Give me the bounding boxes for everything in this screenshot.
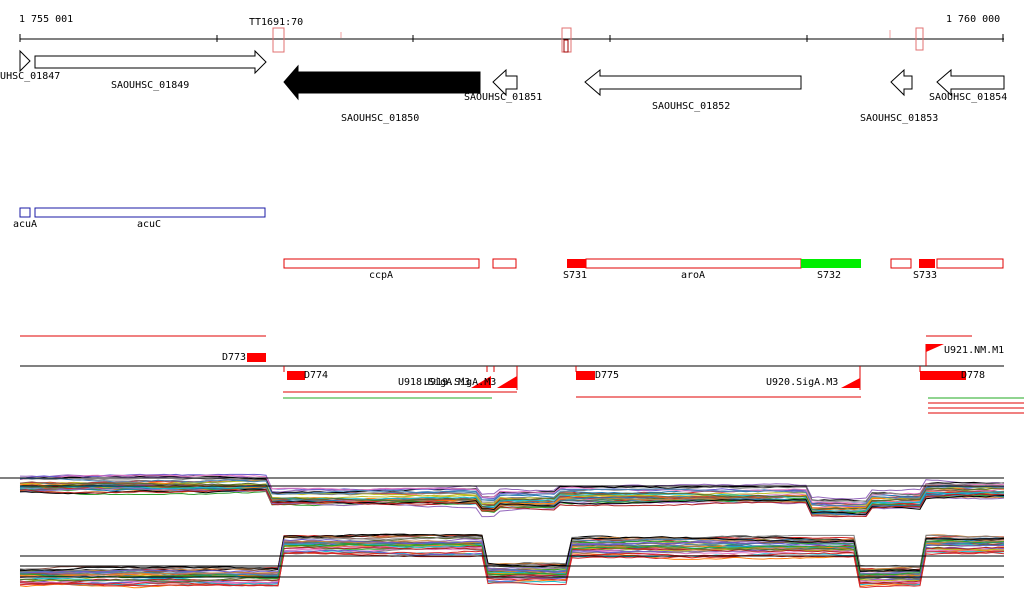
profile-line-lower bbox=[19, 538, 1005, 576]
profile-line-upper bbox=[19, 477, 1005, 503]
annotation-label: acuC bbox=[137, 219, 162, 230]
annotation-label: aroA bbox=[681, 270, 706, 281]
transcript-label: U921.NM.M1 bbox=[944, 345, 1005, 356]
transcript-label: D775 bbox=[595, 370, 620, 381]
transcript-label: U920.SigA.M3 bbox=[766, 377, 839, 388]
gene-arrow-SAOUHSC_01850[interactable] bbox=[283, 64, 481, 101]
gene-label[interactable]: SAOUHSC_01849 bbox=[111, 80, 190, 91]
gene-arrow-SAOUHSC_01851[interactable] bbox=[492, 68, 518, 97]
transcript-label: U919.SigA.M3 bbox=[424, 377, 497, 388]
profile-line-upper bbox=[19, 477, 1004, 507]
transcript-label: D778 bbox=[961, 370, 986, 381]
profile-line-upper bbox=[19, 482, 1005, 510]
gene-label[interactable]: SAOUHSC_01850 bbox=[341, 113, 420, 124]
terminator-marker bbox=[272, 27, 285, 53]
profile-line-lower bbox=[19, 548, 1005, 586]
expression-profiles bbox=[0, 473, 1005, 589]
profile-line-upper bbox=[19, 484, 1005, 512]
segment-S732[interactable] bbox=[801, 259, 861, 268]
terminator-label: TT1691:70 bbox=[249, 17, 304, 28]
annotation-aroA[interactable] bbox=[585, 258, 802, 269]
gene-label[interactable]: SAOUHSC_01851 bbox=[464, 92, 543, 103]
profile-line-lower bbox=[19, 540, 1005, 577]
gene-arrow-SAOUHSC_01854[interactable] bbox=[936, 68, 1005, 97]
end-coordinate-label: 1 760 000 bbox=[946, 14, 1001, 25]
gene-label[interactable]: SAOUHSC_01853 bbox=[860, 113, 939, 124]
gene-arrow-SAOUHSC_01847[interactable] bbox=[19, 49, 31, 73]
transcript-D778[interactable] bbox=[920, 371, 966, 380]
gene-label[interactable]: SAOUHSC_01852 bbox=[652, 101, 731, 112]
annotation-acuC[interactable] bbox=[34, 207, 266, 218]
transcript-D775[interactable] bbox=[576, 371, 595, 380]
gene-arrow-SAOUHSC_01853[interactable] bbox=[890, 68, 913, 97]
profile-line-upper bbox=[19, 489, 1004, 518]
annotation-label: acuA bbox=[13, 219, 38, 230]
gene-arrow-SAOUHSC_01852[interactable] bbox=[584, 68, 802, 97]
annotation-acuA[interactable] bbox=[19, 207, 31, 218]
transcript-label: D774 bbox=[304, 370, 329, 381]
transcript-D774[interactable] bbox=[287, 371, 305, 380]
annotation-label: ccpA bbox=[369, 270, 394, 281]
annotation-ccpA[interactable] bbox=[283, 258, 480, 269]
segment-label: S733 bbox=[913, 270, 938, 281]
segment-label: S731 bbox=[563, 270, 588, 281]
profile-line-lower bbox=[19, 551, 1005, 588]
transcript-D773[interactable] bbox=[247, 353, 266, 362]
profile-line-lower bbox=[19, 546, 1005, 585]
segment-S731[interactable] bbox=[567, 259, 586, 268]
profile-line-lower bbox=[19, 550, 1005, 587]
transcript-label: U918.SigA.M3 bbox=[398, 377, 471, 388]
segment-S733[interactable] bbox=[919, 259, 935, 268]
gene-label[interactable]: SAOUHSC_01854 bbox=[929, 92, 1008, 103]
profile-line-lower bbox=[19, 539, 1005, 580]
transcript-label: D773 bbox=[222, 352, 247, 363]
coordinate-ruler bbox=[19, 27, 1004, 53]
gene-track bbox=[19, 49, 1005, 101]
transcript-track bbox=[20, 335, 1024, 414]
blue-annotation-track bbox=[19, 207, 266, 218]
terminator-marker bbox=[915, 27, 924, 51]
profile-line-upper bbox=[19, 474, 1005, 505]
gene-label[interactable]: SAOUHSC_01847 bbox=[0, 71, 61, 82]
red-annotation-track bbox=[283, 258, 1004, 269]
gene-arrow-SAOUHSC_01849[interactable] bbox=[34, 49, 267, 75]
profile-line-lower bbox=[19, 534, 1005, 572]
segment-label: S732 bbox=[817, 270, 842, 281]
start-coordinate-label: 1 755 001 bbox=[19, 14, 74, 25]
